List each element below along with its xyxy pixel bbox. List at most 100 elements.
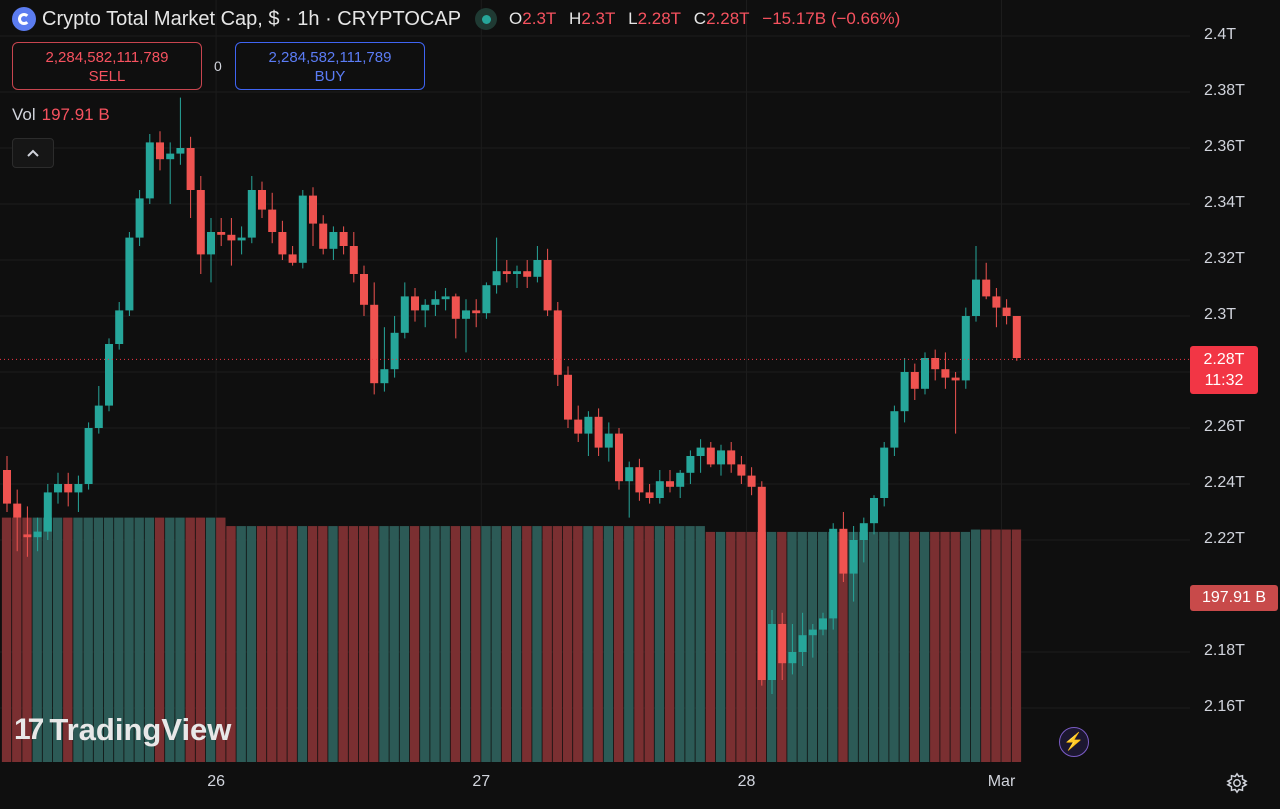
buy-button[interactable]: 2,284,582,111,789 BUY [235, 42, 425, 90]
price-change: −15.17B (−0.66%) [762, 9, 901, 28]
candle [788, 624, 797, 675]
candle-body [849, 540, 858, 574]
volume-bar [726, 531, 736, 762]
candle-body [411, 296, 419, 311]
candle-body [921, 358, 929, 389]
candle [196, 176, 205, 274]
candle-body [176, 148, 185, 154]
volume-bar [318, 526, 328, 762]
candle [390, 316, 399, 378]
candle-body [808, 629, 817, 636]
volume-bar [369, 526, 379, 762]
candle-body [819, 618, 827, 630]
candle-body [533, 260, 542, 277]
volume-bar [420, 526, 430, 762]
candle [451, 293, 460, 339]
candle [523, 260, 532, 288]
candle-body [380, 369, 389, 384]
candle [625, 461, 634, 518]
candle-body [778, 624, 787, 664]
collapse-legend-button[interactable] [12, 138, 54, 168]
volume-bar [185, 517, 195, 762]
candle [207, 218, 215, 283]
candle-body [3, 470, 11, 504]
lightning-icon[interactable]: ⚡ [1059, 727, 1089, 757]
volume-bar [481, 526, 491, 762]
volume-bar [960, 531, 971, 762]
candle [13, 489, 22, 552]
candle-body [615, 433, 623, 482]
volume-bar [909, 531, 920, 762]
candle-body [931, 358, 940, 370]
symbol-title[interactable]: Crypto Total Market Cap, $ · 1h · CRYPTO… [42, 7, 462, 30]
volume-bar [664, 526, 675, 762]
candle-body [23, 534, 32, 538]
volume-bar [705, 531, 716, 762]
candle-body [472, 310, 481, 314]
volume-bar [879, 531, 889, 762]
y-tick-label: 2.24T [1204, 474, 1245, 491]
candle-body [890, 411, 899, 448]
candle [492, 237, 501, 294]
volume-bar [634, 526, 644, 762]
candle [217, 218, 226, 246]
candle-body [951, 377, 960, 381]
candle [156, 131, 164, 171]
candle-body [451, 296, 460, 319]
candle [972, 246, 980, 322]
candle [870, 495, 878, 535]
candle-body [278, 232, 287, 255]
volume-bar [603, 526, 614, 762]
volume-legend[interactable]: Vol 197.91 B [12, 105, 110, 125]
candle-body [492, 271, 501, 286]
candle-body [747, 475, 756, 487]
candle [564, 366, 572, 428]
y-tick-label: 2.32T [1204, 250, 1245, 267]
candle-body [553, 310, 562, 375]
spread-value: 0 [214, 58, 222, 74]
candle [115, 302, 124, 350]
candle [696, 439, 705, 473]
tradingview-logo[interactable]: 17 TradingView [14, 712, 231, 748]
candle [227, 218, 236, 266]
candle-body [574, 419, 583, 434]
candle-body [502, 271, 511, 274]
candle [186, 136, 195, 218]
volume-label: Vol [12, 105, 36, 124]
candle [339, 226, 348, 255]
candle-body [94, 405, 103, 428]
volume-bar [950, 531, 960, 762]
candle-body [54, 484, 62, 493]
volume-bar [746, 531, 756, 762]
candle-body [74, 484, 83, 493]
volume-bar [63, 517, 73, 762]
candle-body [941, 369, 950, 378]
open-value: 2.3T [522, 9, 557, 28]
volume-bar [532, 526, 542, 762]
candle [604, 422, 613, 462]
last-price-tag: 2.28T 11:32 [1190, 346, 1258, 394]
sell-button[interactable]: 2,284,582,111,789 SELL [12, 42, 202, 90]
volume-bar [114, 517, 124, 762]
candle [237, 226, 246, 255]
high-label: H [569, 9, 582, 28]
candle [288, 246, 297, 266]
volume-bar [124, 517, 134, 762]
volume-bar [216, 517, 226, 762]
chevron-up-icon [27, 149, 39, 157]
candle-body [115, 310, 124, 344]
sell-label: SELL [88, 68, 126, 85]
gear-icon[interactable] [1226, 772, 1248, 794]
candle-body [237, 237, 246, 241]
volume-bar [175, 517, 185, 762]
volume-bar [73, 517, 83, 762]
volume-bar [899, 531, 909, 762]
candle-body [706, 447, 715, 465]
y-tick-label: 2.36T [1204, 138, 1245, 155]
y-tick-label: 2.18T [1204, 642, 1245, 659]
volume-bar [399, 526, 410, 762]
volume-bar [430, 526, 440, 762]
volume-bar [379, 526, 389, 762]
low-value: 2.28T [637, 9, 682, 28]
